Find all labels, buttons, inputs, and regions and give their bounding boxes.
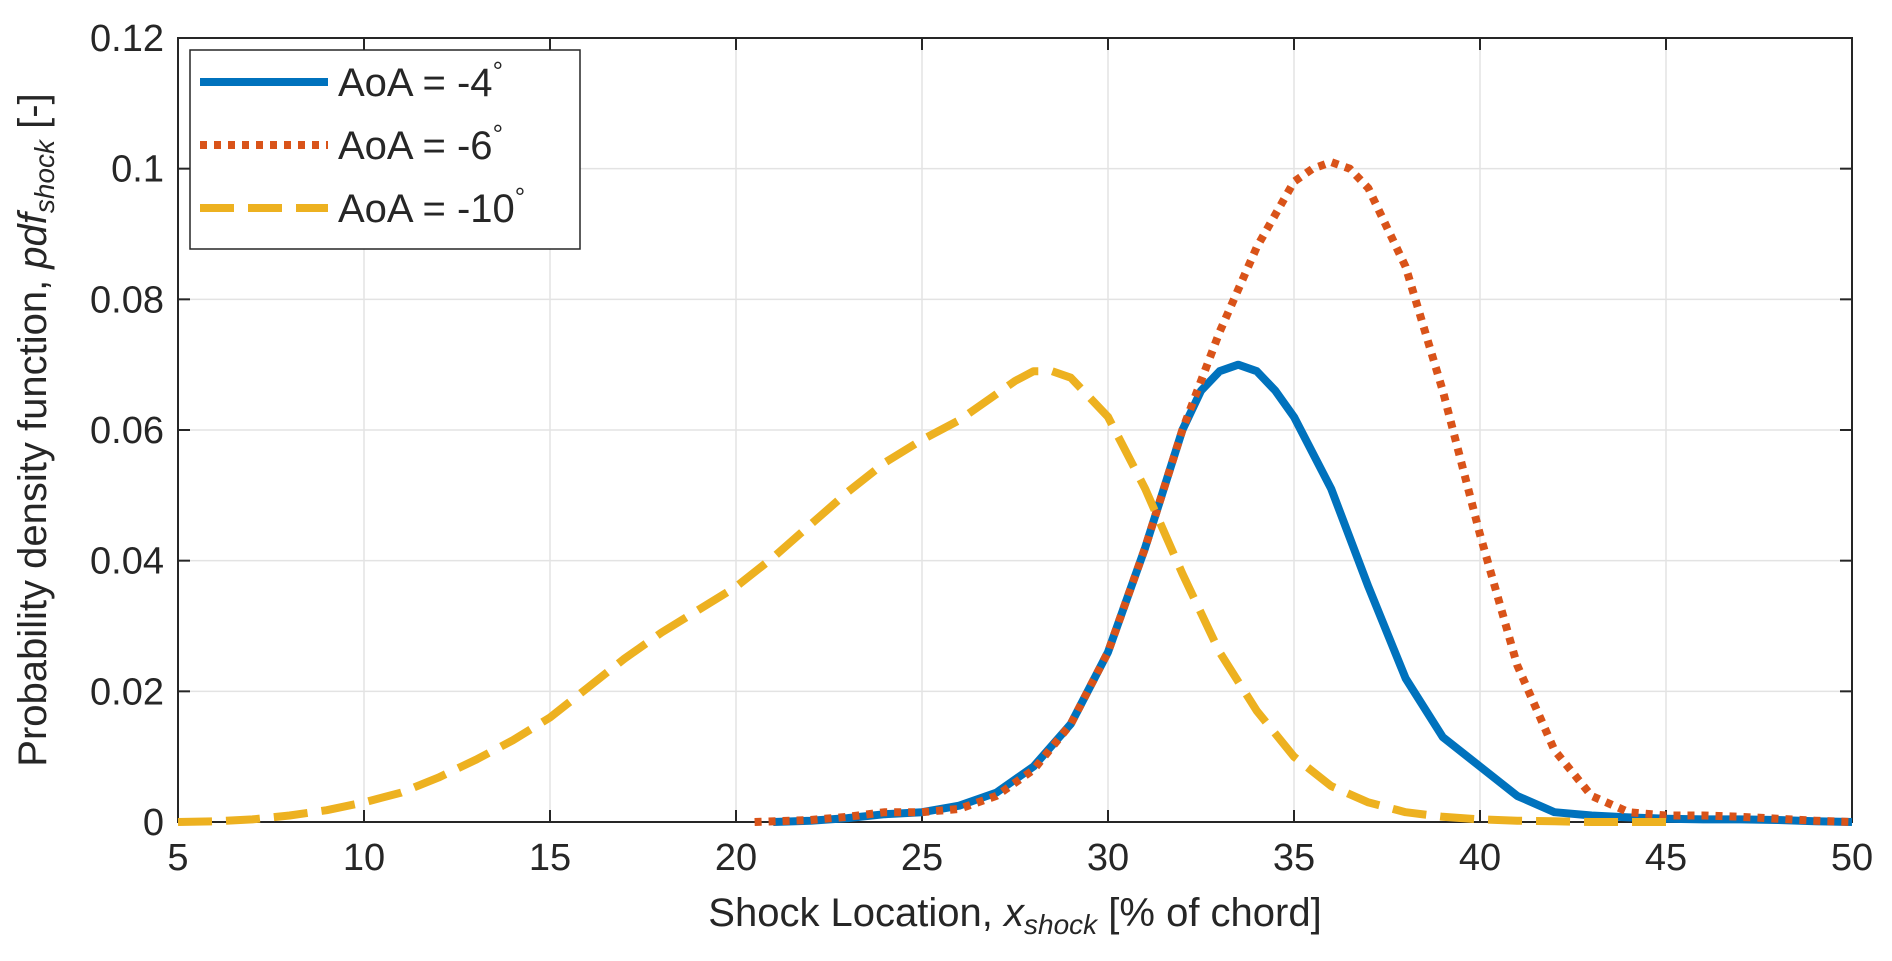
x-tick-label: 45 bbox=[1645, 837, 1687, 879]
ticks: 5 10 15 20 25 30 35 40 45 50 0 0.02 0.04 0.06 0.08 0.1 0… bbox=[90, 18, 1873, 879]
x-tick-label: 50 bbox=[1831, 837, 1873, 879]
x-tick-label: 20 bbox=[715, 837, 757, 879]
y-tick-label: 0.02 bbox=[90, 671, 164, 713]
series-lines bbox=[177, 158, 1853, 826]
y-tick-label: 0.08 bbox=[90, 279, 164, 321]
x-tick-label: 15 bbox=[529, 837, 571, 879]
legend-label: AoA = -6° bbox=[338, 119, 503, 168]
x-tick-label: 5 bbox=[167, 837, 188, 879]
y-axis-label: Probability density function, pdfshock [… bbox=[11, 93, 60, 766]
x-tick-label: 10 bbox=[343, 837, 385, 879]
legend-label: AoA = -4° bbox=[338, 56, 503, 105]
legend: AoA = -4° AoA = -6° AoA = -10° bbox=[189, 49, 581, 250]
series-line-3 bbox=[177, 367, 1666, 826]
grid bbox=[178, 38, 1852, 822]
x-tick-label: 40 bbox=[1459, 837, 1501, 879]
y-tick-label: 0.04 bbox=[90, 541, 164, 583]
y-tick-label: 0.12 bbox=[90, 18, 164, 60]
legend-label: AoA = -10° bbox=[338, 182, 525, 231]
legend-items: AoA = -4° AoA = -6° AoA = -10° bbox=[200, 56, 525, 231]
series-line-2 bbox=[754, 158, 1853, 826]
x-tick-label: 30 bbox=[1087, 837, 1129, 879]
y-tick-label: 0 bbox=[143, 802, 164, 844]
y-tick-label: 0.1 bbox=[111, 149, 164, 191]
x-tick-label: 25 bbox=[901, 837, 943, 879]
y-tick-label: 0.06 bbox=[90, 410, 164, 452]
x-tick-label: 35 bbox=[1273, 837, 1315, 879]
x-axis-label: Shock Location, xshock [% of chord] bbox=[708, 891, 1321, 940]
